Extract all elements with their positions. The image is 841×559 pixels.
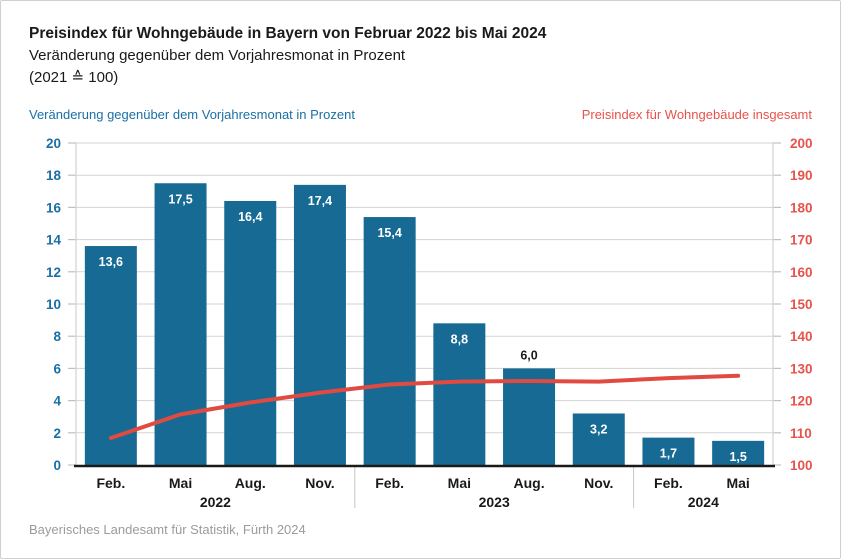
right-tick-label: 150: [790, 297, 813, 312]
bar: [433, 323, 486, 465]
axis-tick-labels: 0 2 4 6 8 10 12 14 16 18 20 100 110 120 130 140 150 160 17…: [46, 136, 813, 473]
bar: [712, 440, 765, 465]
month-label: Nov.: [584, 475, 613, 491]
year-label: 2023: [479, 494, 510, 510]
bar: [293, 184, 346, 466]
bar: [363, 217, 416, 465]
left-tick-label: 8: [53, 329, 61, 344]
right-tick-label: 190: [790, 168, 813, 183]
month-label: Feb.: [375, 475, 404, 491]
bar-value-label: 17,4: [308, 194, 332, 208]
right-tick-label: 130: [790, 361, 813, 376]
axis-captions: Veränderung gegenüber dem Vorjahresmonat…: [29, 107, 812, 122]
chart-header: Preisindex für Wohngebäude in Bayern von…: [29, 23, 812, 89]
month-label: Aug.: [513, 475, 544, 491]
left-tick-label: 4: [53, 394, 61, 409]
bar: [84, 246, 137, 465]
month-label: Aug.: [235, 475, 266, 491]
bar: [154, 183, 207, 465]
line-series: [108, 373, 741, 440]
left-tick-label: 6: [53, 361, 61, 376]
right-tick-label: 120: [790, 394, 813, 409]
bar: [503, 368, 556, 465]
bar: [224, 200, 277, 465]
left-tick-label: 14: [46, 233, 62, 248]
chart-subtitle: Veränderung gegenüber dem Vorjahresmonat…: [29, 47, 406, 64]
bar-value-label: 1,7: [660, 447, 677, 461]
right-tick-label: 100: [790, 458, 813, 473]
right-tick-label: 170: [790, 233, 813, 248]
month-label: Nov.: [305, 475, 334, 491]
x-axis: Feb. Mai Aug. Nov. Feb. Mai Aug. Nov. Feb. Mai 202…: [74, 464, 775, 510]
month-label: Feb.: [96, 475, 125, 491]
month-label: Mai: [726, 475, 749, 491]
bar: [572, 413, 625, 465]
left-tick-label: 16: [46, 200, 62, 215]
year-label: 2022: [200, 494, 231, 510]
left-tick-label: 20: [46, 136, 61, 151]
right-tick-label: 180: [790, 200, 813, 215]
month-label: Feb.: [654, 475, 683, 491]
month-label: Mai: [448, 475, 471, 491]
bar-series: 13,6 17,5 16,4 17,4 15,4 8,8 6,0 3,2 1,7 1,5: [84, 183, 765, 466]
chart-title: Preisindex für Wohngebäude in Bayern von…: [29, 25, 547, 42]
left-tick-label: 0: [53, 458, 61, 473]
bar-value-label: 13,6: [99, 255, 123, 269]
right-tick-label: 160: [790, 265, 813, 280]
left-axis-caption: Veränderung gegenüber dem Vorjahresmonat…: [29, 107, 355, 122]
year-label: 2024: [688, 494, 719, 510]
month-label: Mai: [169, 475, 192, 491]
bar: [642, 437, 695, 465]
bar-value-label: 17,5: [168, 192, 192, 206]
base-year-note: (2021 ≙ 100): [29, 69, 119, 86]
bar-value-label: 3,2: [590, 422, 607, 436]
bar-value-label: 8,8: [451, 332, 468, 346]
right-tick-label: 110: [790, 426, 812, 441]
bar-value-label: 1,5: [729, 450, 746, 464]
left-tick-label: 2: [53, 426, 61, 441]
left-tick-label: 10: [46, 297, 61, 312]
price-index-line: [108, 373, 741, 440]
source-note: Bayerisches Landesamt für Statistik, Für…: [29, 522, 306, 537]
right-tick-label: 200: [790, 136, 813, 151]
right-tick-label: 140: [790, 329, 813, 344]
bar-value-label: 16,4: [238, 210, 262, 224]
left-tick-label: 18: [46, 168, 62, 183]
bar-value-label: 6,0: [520, 348, 537, 362]
combo-bar-line-chart: 13,6 17,5 16,4 17,4 15,4 8,8 6,0 3,2 1,7 1,5 Feb. M…: [46, 136, 813, 510]
left-tick-label: 12: [46, 265, 61, 280]
bar-value-label: 15,4: [377, 226, 401, 240]
right-axis-caption: Preisindex für Wohngebäude insgesamt: [581, 107, 812, 122]
